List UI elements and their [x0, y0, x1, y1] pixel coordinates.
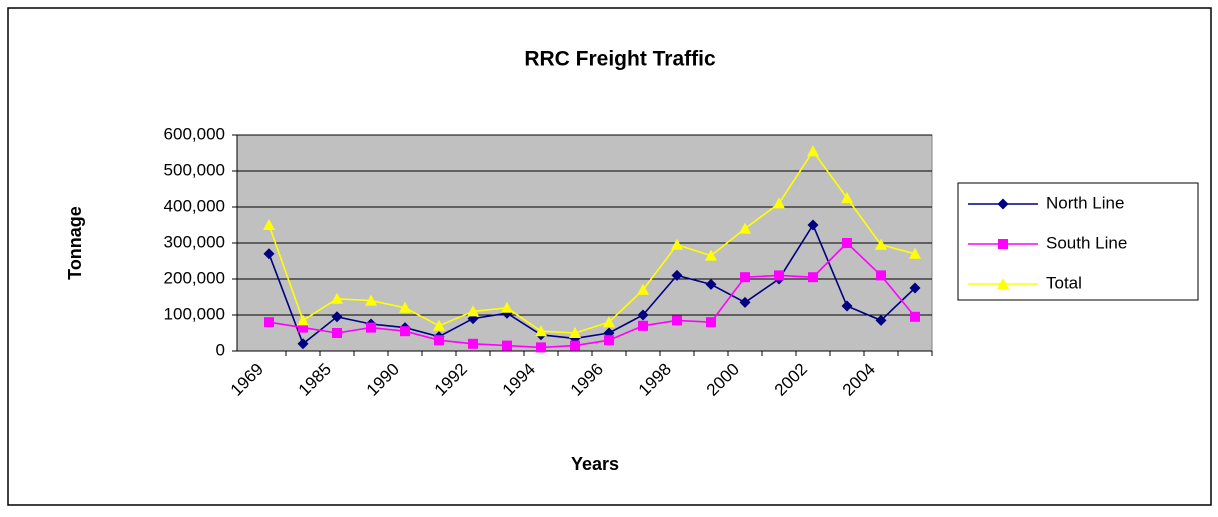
marker	[366, 322, 376, 333]
marker	[399, 301, 411, 313]
marker	[876, 270, 886, 281]
marker	[909, 247, 921, 259]
y-tick-label: 500,000	[164, 160, 225, 179]
marker	[841, 300, 853, 312]
x-axis-title: Years	[571, 454, 619, 474]
marker	[433, 319, 445, 331]
legend-label: South Line	[1046, 233, 1127, 252]
y-tick-label: 300,000	[164, 232, 225, 251]
y-tick-label: 200,000	[164, 268, 225, 287]
marker	[400, 326, 410, 337]
series-line	[268, 149, 916, 334]
marker	[297, 338, 309, 350]
marker	[365, 294, 377, 306]
marker	[332, 328, 342, 338]
marker	[298, 322, 308, 333]
y-tick-label: 400,000	[164, 196, 225, 215]
marker	[671, 269, 683, 281]
series-line	[268, 223, 916, 346]
y-tick-label: 100,000	[164, 304, 225, 323]
marker	[434, 335, 444, 346]
y-tick-label: 0	[216, 340, 225, 359]
marker	[808, 272, 818, 283]
marker	[807, 145, 819, 157]
legend-label: Total	[1046, 273, 1082, 292]
marker	[264, 317, 274, 328]
legend-marker	[998, 239, 1008, 249]
marker	[535, 325, 547, 337]
marker	[706, 317, 716, 328]
marker	[842, 238, 852, 248]
marker	[604, 335, 614, 346]
marker	[263, 248, 275, 260]
marker	[705, 249, 717, 261]
marker	[570, 340, 580, 351]
marker	[536, 342, 546, 353]
marker	[637, 283, 649, 295]
marker	[705, 278, 717, 290]
marker	[603, 316, 615, 328]
marker	[502, 340, 512, 351]
marker	[774, 270, 784, 281]
marker	[909, 282, 921, 294]
marker	[637, 309, 649, 321]
marker	[841, 192, 853, 203]
marker	[740, 272, 750, 283]
y-tick-label: 600,000	[164, 124, 225, 143]
marker	[468, 338, 478, 349]
marker	[671, 238, 683, 250]
marker	[739, 222, 751, 234]
y-axis-title: Tonnage	[65, 206, 85, 280]
marker	[331, 311, 343, 323]
marker	[910, 311, 920, 322]
marker	[875, 238, 887, 250]
chart-title: RRC Freight Traffic	[524, 48, 716, 71]
marker	[773, 197, 785, 209]
marker	[875, 314, 887, 326]
marker	[807, 219, 819, 231]
marker	[638, 320, 648, 331]
legend-marker	[997, 278, 1009, 289]
legend-marker	[997, 198, 1009, 210]
marker	[331, 292, 343, 304]
marker	[467, 305, 479, 317]
marker	[672, 315, 682, 326]
marker	[263, 219, 275, 230]
marker	[501, 301, 513, 313]
legend-label: North Line	[1046, 193, 1124, 212]
marker	[297, 314, 309, 326]
marker	[569, 327, 581, 338]
marker	[739, 296, 751, 308]
series-line	[268, 241, 916, 349]
